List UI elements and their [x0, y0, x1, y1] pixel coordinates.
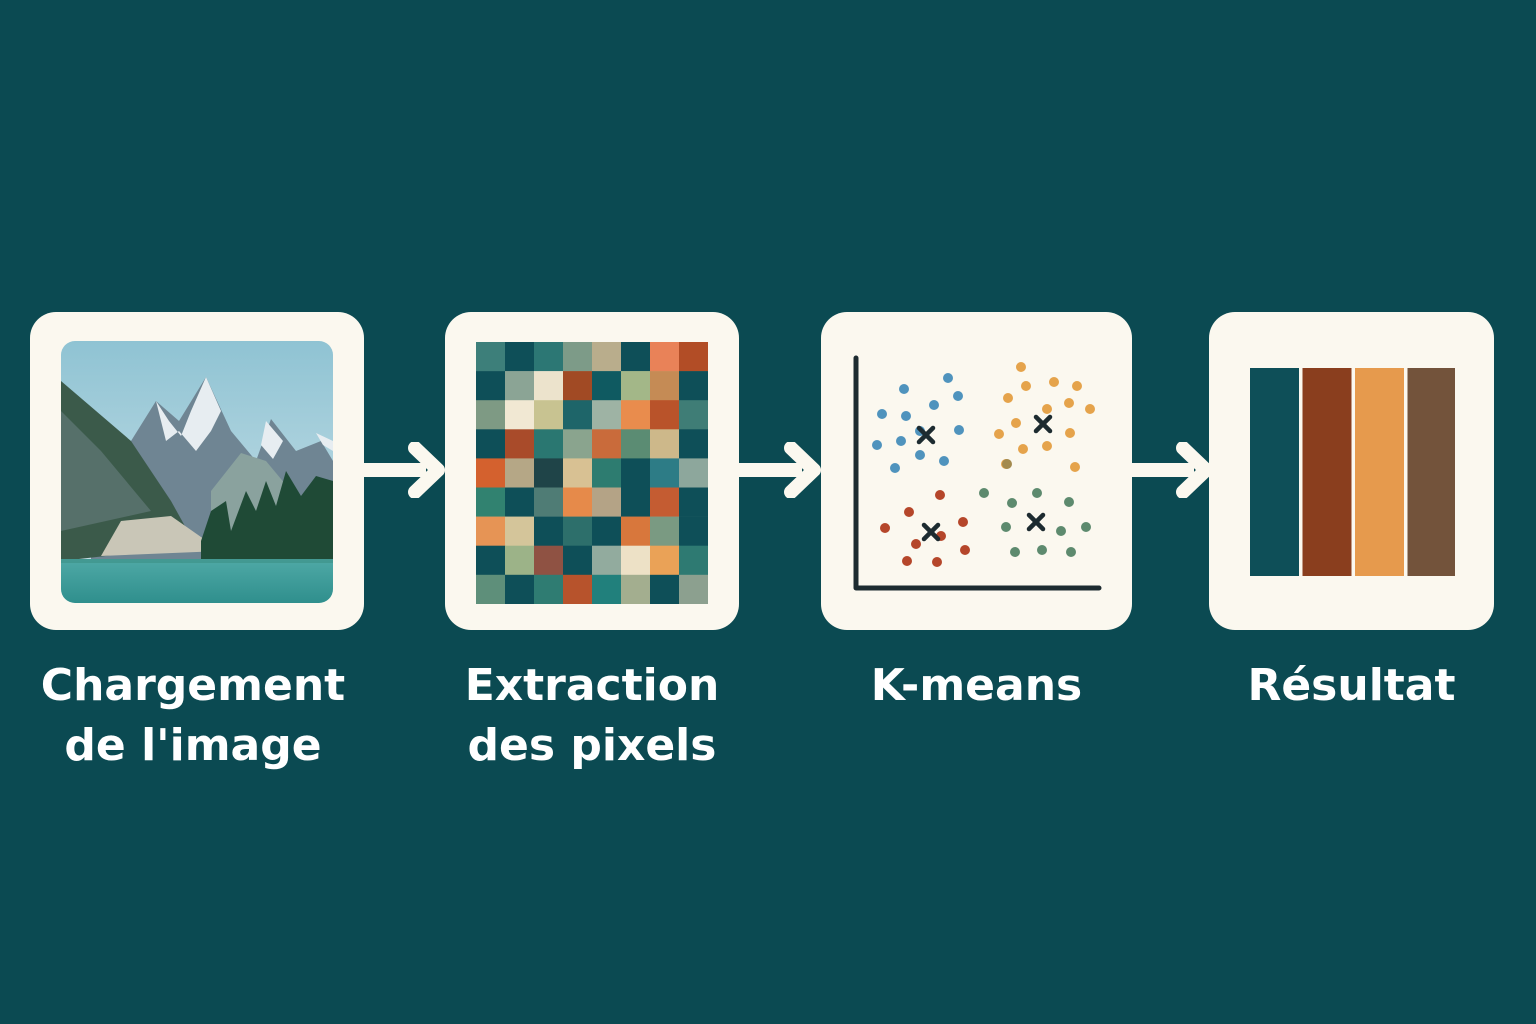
pixel-cell: [563, 574, 593, 604]
pixel-cell: [476, 545, 506, 576]
arrow-icon: [1128, 442, 1213, 498]
pixel-cell: [476, 516, 506, 546]
pixel-cell: [534, 400, 564, 430]
pixel-cell: [505, 429, 535, 459]
pixel-cell: [534, 342, 564, 372]
pixel-cell: [476, 487, 506, 517]
label-line: de l'image: [64, 720, 322, 771]
pixel-cell: [476, 458, 506, 488]
pixel-cell: [650, 458, 680, 488]
pixel-cell: [592, 574, 622, 604]
palette-swatch: [1407, 368, 1455, 576]
pixel-cell: [592, 371, 622, 401]
pixel-cell: [505, 458, 535, 488]
pixel-cell: [476, 429, 506, 459]
pixel-cell: [592, 342, 622, 372]
pixel-cell: [621, 371, 651, 401]
pixel-cell: [592, 545, 622, 576]
pixel-cell: [679, 371, 708, 401]
label-line: Chargement: [40, 660, 346, 711]
pixel-cell: [505, 545, 535, 576]
pixel-cell: [592, 516, 622, 546]
pixel-cell: [505, 516, 535, 546]
step-card-load: [30, 312, 364, 630]
pixel-cell: [534, 516, 564, 546]
step-card-result: [1209, 312, 1494, 630]
pixel-cell: [679, 429, 708, 459]
pixel-cell: [563, 400, 593, 430]
pixel-cell: [679, 458, 708, 488]
pixel-cell: [476, 342, 506, 372]
pixel-cell: [476, 400, 506, 430]
pixel-cell: [563, 342, 593, 372]
pixel-cell: [679, 516, 708, 546]
step-label-result: Résultat: [1209, 656, 1494, 716]
pixel-cell: [621, 400, 651, 430]
pixel-cell: [679, 545, 708, 576]
pixel-cell: [679, 574, 708, 604]
pixel-cell: [621, 545, 651, 576]
pixel-cell: [592, 429, 622, 459]
pixel-cell: [621, 487, 651, 517]
pixel-cell: [592, 400, 622, 430]
pixel-cell: [534, 458, 564, 488]
label-line: Résultat: [1247, 660, 1456, 711]
pixel-cell: [534, 371, 564, 401]
pixel-cell: [650, 342, 680, 372]
scatter-clusters-icon: [853, 355, 1102, 591]
pixel-cell: [505, 371, 535, 401]
pixel-cell: [534, 429, 564, 459]
pixel-cell: [621, 516, 651, 546]
pixel-cell: [621, 429, 651, 459]
pixel-cell: [650, 516, 680, 546]
pixel-cell: [650, 429, 680, 459]
color-palette-icon: [1250, 368, 1455, 576]
pixel-cell: [534, 487, 564, 517]
palette-swatch: [1250, 368, 1299, 576]
arrow-icon: [736, 442, 821, 498]
pixel-cell: [621, 458, 651, 488]
pixel-cell: [650, 574, 680, 604]
pixel-cell: [679, 400, 708, 430]
pixel-grid-icon: [476, 342, 708, 604]
pixel-cell: [505, 574, 535, 604]
pixel-cell: [679, 342, 708, 372]
step-card-extract: [445, 312, 739, 630]
step-label-extract: Extraction des pixels: [445, 656, 739, 776]
pixel-cell: [563, 458, 593, 488]
pixel-cell: [563, 429, 593, 459]
pixel-cell: [592, 458, 622, 488]
pixel-cell: [563, 371, 593, 401]
pixel-cell: [505, 487, 535, 517]
palette-swatch: [1302, 368, 1352, 576]
pixel-cell: [650, 371, 680, 401]
pixel-cell: [679, 487, 708, 517]
palette-swatch: [1355, 368, 1404, 576]
label-line: des pixels: [467, 720, 717, 771]
label-line: Extraction: [464, 660, 720, 711]
step-label-load: Chargement de l'image: [30, 656, 356, 776]
step-label-kmeans: K-means: [821, 656, 1132, 716]
pixel-cell: [505, 342, 535, 372]
pixel-cell: [505, 400, 535, 430]
pixel-cell: [476, 371, 506, 401]
pixel-cell: [621, 574, 651, 604]
pixel-cell: [563, 545, 593, 576]
landscape-photo-icon: [61, 341, 333, 603]
pixel-cell: [650, 545, 680, 576]
pixel-cell: [563, 487, 593, 517]
pixel-cell: [563, 516, 593, 546]
pixel-cell: [476, 574, 506, 604]
step-card-kmeans: [821, 312, 1132, 630]
pixel-cell: [592, 487, 622, 517]
arrow-icon: [360, 442, 445, 498]
pixel-cell: [534, 545, 564, 576]
pixel-cell: [621, 342, 651, 372]
pixel-cell: [650, 487, 680, 517]
pixel-cell: [534, 574, 564, 604]
pixel-cell: [650, 400, 680, 430]
label-line: K-means: [870, 660, 1083, 711]
